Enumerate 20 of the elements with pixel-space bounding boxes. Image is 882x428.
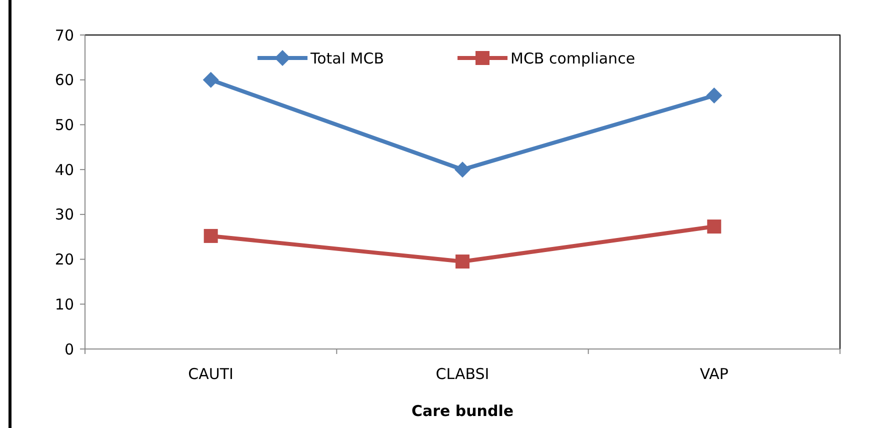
x-tick-label: CAUTI	[188, 365, 234, 383]
point	[706, 88, 722, 104]
legend-label: MCB compliance	[510, 49, 636, 68]
y-tick-label: 0	[64, 340, 74, 358]
point	[204, 228, 218, 243]
y-tick-label: 10	[54, 295, 74, 314]
y-tick-label: 70	[54, 26, 74, 44]
y-tick-label: 20	[54, 250, 74, 269]
point	[454, 162, 470, 178]
point	[202, 72, 219, 88]
y-tick-label: 50	[54, 116, 74, 134]
x-axis-title: Care bundle	[411, 402, 514, 420]
y-tick-label: 40	[54, 160, 74, 179]
x-tick-label: VAP	[700, 365, 728, 383]
y-tick-label: 30	[54, 206, 74, 224]
x-tick-label: CLABSI	[436, 365, 490, 383]
point	[707, 220, 722, 234]
y-tick-label: 60	[54, 71, 74, 90]
point	[456, 254, 470, 269]
legend-label: Total MCB	[310, 49, 384, 68]
